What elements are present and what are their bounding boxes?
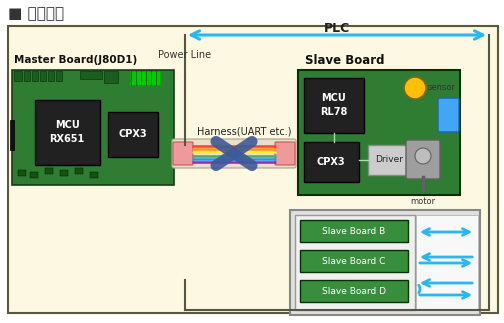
FancyBboxPatch shape: [104, 71, 118, 83]
FancyBboxPatch shape: [290, 210, 480, 315]
FancyBboxPatch shape: [14, 71, 22, 81]
FancyBboxPatch shape: [304, 78, 364, 133]
Text: motor: motor: [410, 197, 435, 206]
Circle shape: [404, 77, 426, 99]
FancyBboxPatch shape: [130, 71, 160, 85]
Text: Slave Board: Slave Board: [305, 54, 385, 67]
FancyBboxPatch shape: [172, 139, 296, 168]
FancyBboxPatch shape: [60, 170, 68, 176]
FancyBboxPatch shape: [416, 215, 478, 310]
FancyBboxPatch shape: [108, 112, 158, 157]
FancyBboxPatch shape: [48, 71, 54, 81]
Text: Slave Board C: Slave Board C: [323, 256, 386, 266]
Text: CPX3: CPX3: [118, 129, 147, 139]
FancyBboxPatch shape: [18, 170, 26, 176]
FancyBboxPatch shape: [368, 145, 410, 175]
Text: Driver: Driver: [375, 155, 403, 164]
FancyBboxPatch shape: [24, 71, 30, 81]
FancyBboxPatch shape: [75, 168, 83, 174]
FancyBboxPatch shape: [35, 100, 100, 165]
FancyBboxPatch shape: [298, 70, 460, 195]
FancyBboxPatch shape: [80, 71, 102, 79]
FancyBboxPatch shape: [304, 142, 359, 182]
FancyBboxPatch shape: [295, 215, 415, 310]
FancyBboxPatch shape: [30, 172, 38, 178]
FancyBboxPatch shape: [300, 220, 408, 242]
Text: PLC: PLC: [324, 22, 350, 35]
FancyBboxPatch shape: [10, 120, 14, 150]
Text: Harness(UART etc.): Harness(UART etc.): [197, 127, 291, 137]
Text: sensor: sensor: [428, 84, 456, 92]
FancyBboxPatch shape: [45, 168, 53, 174]
FancyBboxPatch shape: [300, 250, 408, 272]
FancyBboxPatch shape: [8, 26, 498, 313]
FancyBboxPatch shape: [438, 98, 459, 132]
Text: CPX3: CPX3: [317, 157, 345, 167]
FancyBboxPatch shape: [56, 71, 62, 81]
Circle shape: [415, 148, 431, 164]
Text: Slave Board B: Slave Board B: [323, 226, 386, 235]
FancyBboxPatch shape: [275, 142, 295, 165]
FancyBboxPatch shape: [406, 140, 440, 179]
FancyBboxPatch shape: [300, 280, 408, 302]
FancyBboxPatch shape: [32, 71, 38, 81]
Text: Slave Board D: Slave Board D: [322, 287, 386, 296]
Text: MCU
RX651: MCU RX651: [49, 120, 85, 144]
Text: Master Board(J80D1): Master Board(J80D1): [14, 55, 137, 65]
FancyBboxPatch shape: [40, 71, 46, 81]
Text: ■ 系统架构: ■ 系统架构: [8, 6, 64, 22]
FancyBboxPatch shape: [90, 172, 98, 178]
Text: MCU
RL78: MCU RL78: [321, 93, 348, 117]
Text: Power Line: Power Line: [158, 50, 211, 60]
FancyBboxPatch shape: [12, 70, 174, 185]
FancyBboxPatch shape: [173, 142, 193, 165]
